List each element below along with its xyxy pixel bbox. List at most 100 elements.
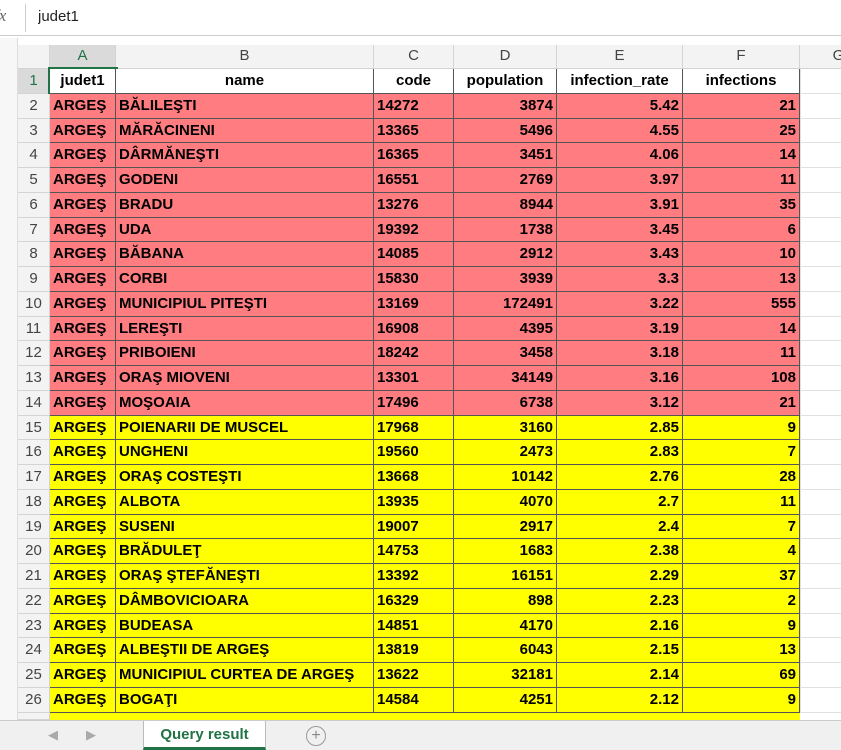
cell: BUDEASA (116, 613, 374, 639)
cell: 3874 (454, 93, 557, 119)
cell: GODENI (116, 168, 374, 193)
cell: 9 (683, 687, 800, 713)
cell: ARGEŞ (50, 118, 116, 144)
cell: 555 (683, 291, 800, 317)
empty-cell (800, 564, 841, 589)
empty-cell (800, 93, 841, 119)
scroll-right[interactable]: ▶ (86, 727, 96, 742)
row-number: 14 (18, 390, 50, 416)
column-header: B (116, 45, 374, 69)
cell: 2 (683, 588, 800, 614)
cell: 2917 (454, 514, 557, 540)
empty-cell (800, 341, 841, 366)
row-number: 19 (18, 514, 50, 540)
cell: ARGEŞ (50, 390, 116, 416)
column-header: A (50, 45, 116, 69)
empty-cell (800, 539, 841, 564)
cell: 14851 (374, 613, 454, 639)
sheet-tab[interactable]: Query result (143, 721, 266, 750)
header-cell: name (116, 69, 374, 94)
cell: 3.16 (557, 366, 683, 391)
cell: 13819 (374, 638, 454, 663)
cell: 3.3 (557, 267, 683, 292)
cell: 3.19 (557, 316, 683, 342)
row-stub (18, 712, 50, 720)
empty-cell (800, 465, 841, 490)
add-sheet[interactable]: + (306, 726, 326, 746)
cell: ARGEŞ (50, 687, 116, 713)
row-number: 22 (18, 588, 50, 614)
cell: 6043 (454, 638, 557, 663)
cell: 4070 (454, 489, 557, 515)
cell: BĂLILEŞTI (116, 93, 374, 119)
row-number: 15 (18, 415, 50, 441)
cell: 19007 (374, 514, 454, 540)
cell: UDA (116, 217, 374, 243)
row-number: 12 (18, 341, 50, 366)
cell: 5.42 (557, 93, 683, 119)
row-number: 6 (18, 192, 50, 218)
empty-cell (800, 415, 841, 441)
column-header: E (557, 45, 683, 69)
cell: 2.16 (557, 613, 683, 639)
cell: 898 (454, 588, 557, 614)
cell: ARGEŞ (50, 168, 116, 193)
cell: 17968 (374, 415, 454, 441)
empty-cell (800, 217, 841, 243)
row-number: 10 (18, 291, 50, 317)
cell: 6 (683, 217, 800, 243)
cell: ARGEŞ (50, 514, 116, 540)
cell: 13392 (374, 564, 454, 589)
cell: 11 (683, 489, 800, 515)
fx-icon[interactable]: fx (0, 6, 14, 26)
empty-cell (800, 242, 841, 267)
cell: MUNICIPIUL CURTEA DE ARGEŞ (116, 663, 374, 688)
cell: 14584 (374, 687, 454, 713)
cell: 2.15 (557, 638, 683, 663)
empty-cell (800, 69, 841, 94)
side-strip (0, 38, 18, 728)
scroll-left[interactable]: ◀ (48, 727, 58, 742)
cell: 9 (683, 415, 800, 441)
cell: 13301 (374, 366, 454, 391)
empty-cell (800, 613, 841, 639)
cell: 2.23 (557, 588, 683, 614)
cell: ARGEŞ (50, 143, 116, 168)
cell: 3451 (454, 143, 557, 168)
cell: 2.4 (557, 514, 683, 540)
row-number: 18 (18, 489, 50, 515)
row-number: 5 (18, 168, 50, 193)
header-cell: population (454, 69, 557, 94)
cell: ARGEŞ (50, 316, 116, 342)
cell: 3.12 (557, 390, 683, 416)
cell: 1683 (454, 539, 557, 564)
row-number: 1 (18, 69, 50, 94)
cell: 2.7 (557, 489, 683, 515)
cell: 2.29 (557, 564, 683, 589)
cell: 2.83 (557, 440, 683, 465)
formula-value[interactable]: judet1 (38, 8, 79, 25)
cell: UNGHENI (116, 440, 374, 465)
empty-cell (800, 267, 841, 292)
cell: ARGEŞ (50, 217, 116, 243)
grid: ABCDEFG1judet1namecodepopulationinfectio… (18, 45, 841, 720)
empty-cell (800, 316, 841, 342)
row-number: 16 (18, 440, 50, 465)
header-cell: infections (683, 69, 800, 94)
cell: 19560 (374, 440, 454, 465)
cell: POIENARII DE MUSCEL (116, 415, 374, 441)
row-number: 7 (18, 217, 50, 243)
cell: 11 (683, 341, 800, 366)
row-number: 3 (18, 118, 50, 144)
cell: 2912 (454, 242, 557, 267)
cell: 16551 (374, 168, 454, 193)
empty-cell (800, 291, 841, 317)
empty-cell (800, 663, 841, 688)
cell: 14 (683, 316, 800, 342)
cell: ARGEŞ (50, 440, 116, 465)
cell: 108 (683, 366, 800, 391)
cell: ARGEŞ (50, 291, 116, 317)
cell: ARGEŞ (50, 366, 116, 391)
cell: 15830 (374, 267, 454, 292)
cell: BRĂDULEŢ (116, 539, 374, 564)
